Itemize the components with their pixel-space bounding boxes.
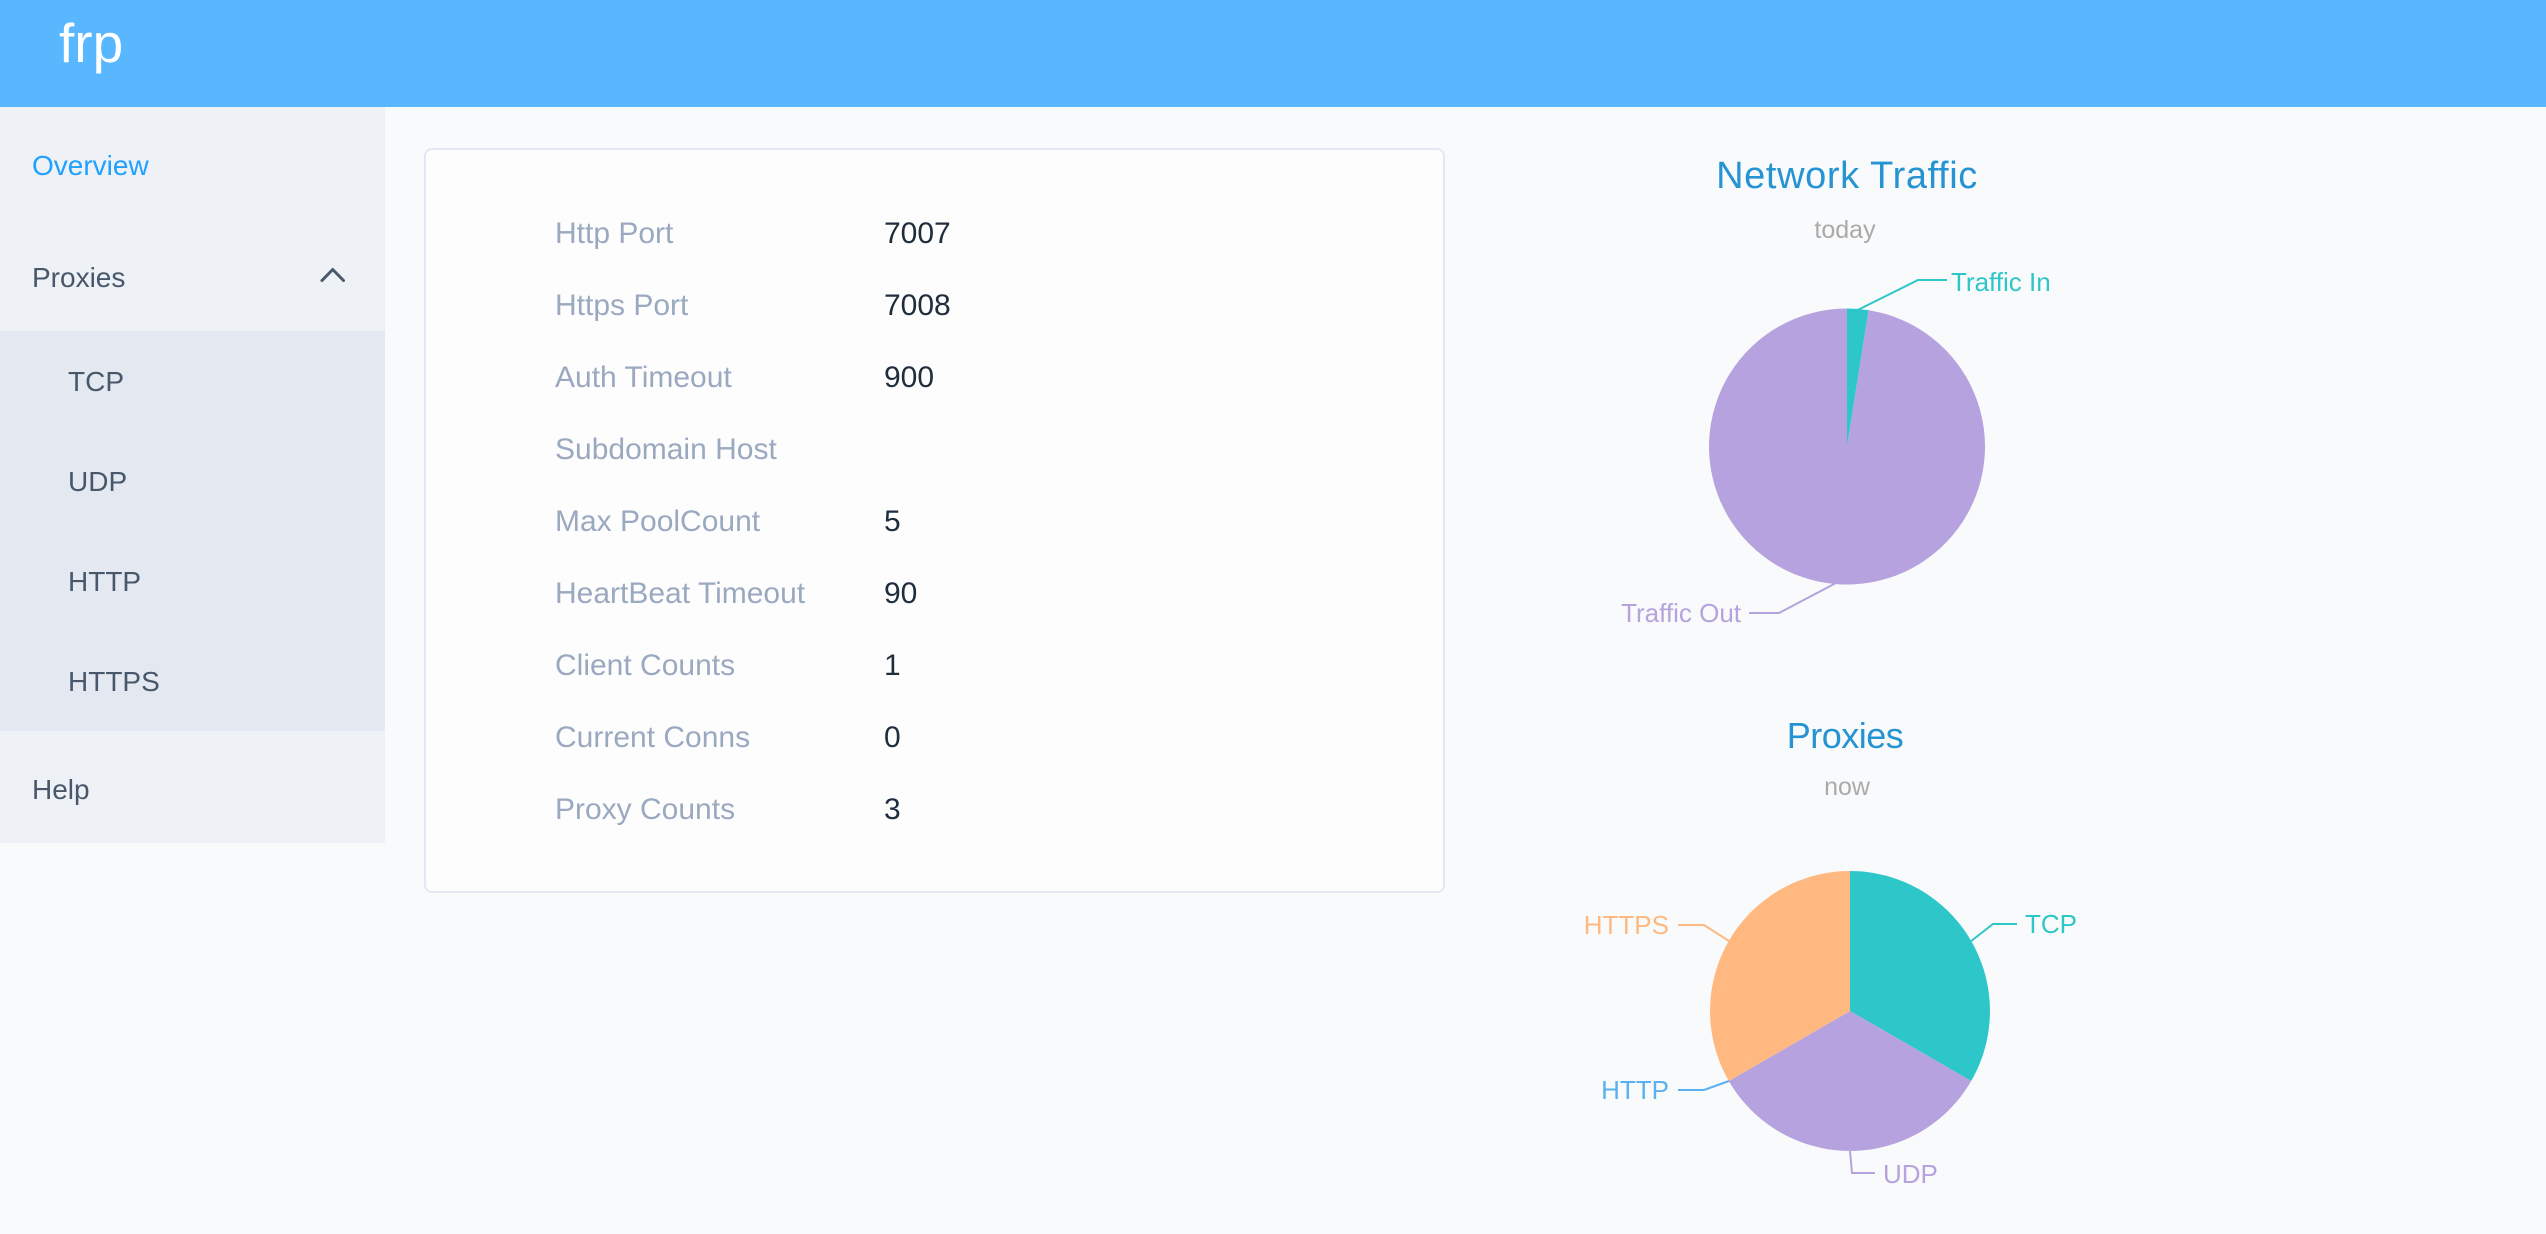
svg-text:Traffic Out: Traffic Out — [1621, 598, 1742, 628]
svg-text:today: today — [1814, 216, 1876, 244]
svg-text:HTTPS: HTTPS — [1584, 910, 1669, 940]
svg-text:Proxies: Proxies — [1787, 715, 1904, 756]
svg-text:Network Traffic: Network Traffic — [1716, 155, 1978, 197]
svg-text:TCP: TCP — [2025, 909, 2077, 939]
svg-text:HTTP: HTTP — [1601, 1075, 1669, 1105]
svg-text:UDP: UDP — [1883, 1159, 1938, 1189]
svg-text:now: now — [1824, 773, 1871, 801]
svg-text:Traffic In: Traffic In — [1951, 267, 2051, 297]
